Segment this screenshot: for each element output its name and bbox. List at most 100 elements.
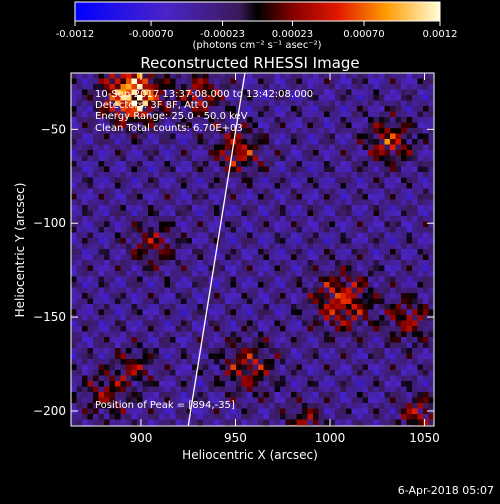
heatmap-cell [406, 403, 413, 409]
heatmap-cell [153, 260, 160, 266]
heatmap-cell [406, 199, 413, 206]
heatmap-cell [368, 183, 374, 189]
heatmap-cell [148, 353, 154, 360]
heatmap-cell [274, 221, 281, 228]
heatmap-cell [379, 89, 385, 96]
heatmap-cell [291, 342, 297, 349]
heatmap-cell [280, 172, 286, 178]
heatmap-cell [362, 78, 369, 85]
heatmap-cell [82, 304, 88, 310]
heatmap-cell [192, 177, 198, 184]
heatmap-cell [401, 315, 407, 321]
heatmap-cell [131, 271, 138, 277]
heatmap-cell [98, 397, 105, 404]
heatmap-cell [269, 271, 275, 277]
heatmap-cell [423, 111, 429, 118]
heatmap-cell [362, 172, 369, 178]
heatmap-cell [368, 243, 374, 250]
x-axis-label: Heliocentric X (arcsec) [182, 448, 318, 462]
heatmap-cell [203, 320, 209, 327]
heatmap-cell [379, 386, 385, 393]
heatmap-cell [153, 95, 160, 101]
heatmap-cell [219, 342, 226, 349]
heatmap-cell [263, 304, 270, 310]
heatmap-cell [324, 232, 330, 239]
heatmap-cell [351, 221, 358, 228]
heatmap-cell [247, 326, 253, 332]
heatmap-cell [401, 89, 407, 96]
heatmap-cell [351, 144, 358, 151]
x-tick-label: 900 [130, 431, 153, 445]
heatmap-cell [126, 238, 132, 244]
heatmap-cell [76, 337, 83, 343]
heatmap-cell [230, 89, 237, 96]
heatmap-cell [87, 271, 94, 277]
heatmap-cell [362, 309, 369, 316]
heatmap-cell [357, 89, 363, 96]
heatmap-cell [104, 260, 110, 266]
heatmap-cell [384, 271, 391, 277]
heatmap-cell [181, 304, 187, 310]
heatmap-cell [362, 320, 369, 327]
heatmap-cell [302, 353, 308, 360]
heatmap-cell [181, 364, 187, 371]
heatmap-cell [401, 194, 407, 200]
heatmap-cell [395, 254, 402, 261]
heatmap-cell [71, 238, 77, 244]
heatmap-cell [142, 95, 149, 101]
heatmap-cell [269, 381, 275, 387]
heatmap-cell [390, 73, 396, 79]
heatmap-cell [104, 254, 110, 261]
heatmap-cell [302, 139, 308, 145]
heatmap-cell [87, 243, 94, 250]
heatmap-cell [148, 386, 154, 393]
heatmap-cell [208, 271, 215, 277]
heatmap-cell [362, 194, 369, 200]
heatmap-cell [258, 419, 264, 426]
heatmap-cell [291, 419, 297, 426]
heatmap-cell [120, 155, 127, 162]
heatmap-cell [274, 375, 281, 382]
heatmap-cell [186, 177, 193, 184]
heatmap-cell [390, 161, 396, 167]
heatmap-cell [230, 326, 237, 332]
heatmap-cell [225, 254, 231, 261]
heatmap-cell [137, 331, 143, 338]
heatmap-cell [406, 249, 413, 255]
heatmap-cell [368, 359, 374, 365]
heatmap-cell [302, 150, 308, 156]
heatmap-cell [153, 100, 160, 107]
heatmap-cell [87, 199, 94, 206]
heatmap-cell [104, 111, 110, 118]
heatmap-cell [307, 144, 314, 151]
heatmap-cell [186, 287, 193, 294]
heatmap-cell [252, 221, 259, 228]
heatmap-cell [164, 414, 171, 420]
heatmap-cell [120, 392, 127, 398]
heatmap-cell [109, 392, 116, 398]
heatmap-cell [76, 155, 83, 162]
heatmap-cell [241, 392, 248, 398]
heatmap-cell [170, 271, 176, 277]
heatmap-cell [351, 73, 358, 79]
heatmap-cell [252, 331, 259, 338]
heatmap-cell [362, 243, 369, 250]
heatmap-cell [340, 271, 347, 277]
heatmap-cell [131, 155, 138, 162]
heatmap-cell [252, 243, 259, 250]
heatmap-cell [324, 227, 330, 233]
heatmap-cell [280, 359, 286, 365]
heatmap-cell [252, 375, 259, 382]
heatmap-cell [296, 199, 303, 206]
heatmap-cell [362, 370, 369, 376]
heatmap-cell [76, 293, 83, 299]
heatmap-cell [236, 392, 242, 398]
heatmap-cell [153, 133, 160, 140]
heatmap-cell [346, 122, 352, 129]
heatmap-cell [406, 282, 413, 288]
heatmap-cell [390, 342, 396, 349]
heatmap-cell [428, 260, 434, 266]
heatmap-cell [280, 381, 286, 387]
heatmap-cell [170, 128, 176, 134]
heatmap-cell [159, 166, 165, 173]
